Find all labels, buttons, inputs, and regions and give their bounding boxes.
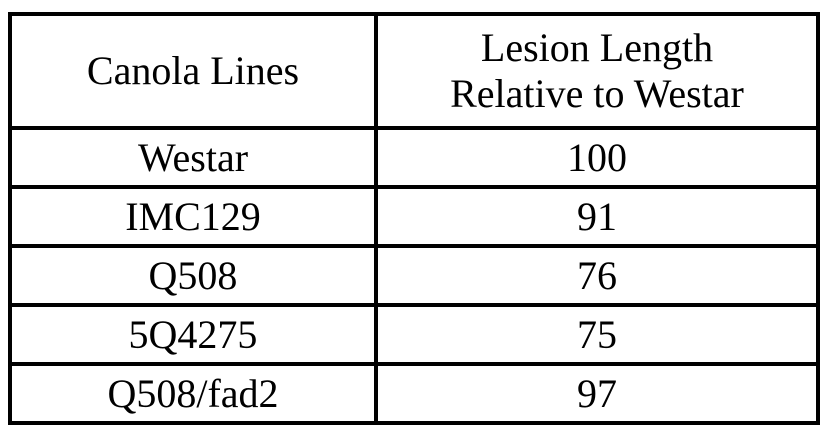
table-row: Q508 76 [10, 246, 818, 305]
header-line-1: Lesion Length [481, 25, 713, 70]
lesion-value-cell: 100 [376, 128, 818, 187]
lesion-value-cell: 76 [376, 246, 818, 305]
canola-line-cell: 5Q4275 [10, 305, 376, 364]
table-row: Westar 100 [10, 128, 818, 187]
header-row: Canola Lines Lesion Length Relative to W… [10, 14, 818, 128]
lesion-value-cell: 91 [376, 187, 818, 246]
canola-line-cell: Westar [10, 128, 376, 187]
canola-line-cell: IMC129 [10, 187, 376, 246]
table-row: IMC129 91 [10, 187, 818, 246]
canola-line-cell: Q508/fad2 [10, 364, 376, 423]
lesion-value-cell: 75 [376, 305, 818, 364]
lesion-length-table: Canola Lines Lesion Length Relative to W… [8, 12, 820, 425]
lesion-value-cell: 97 [376, 364, 818, 423]
header-lesion-length: Lesion Length Relative to Westar [376, 14, 818, 128]
table-row: 5Q4275 75 [10, 305, 818, 364]
table-row: Q508/fad2 97 [10, 364, 818, 423]
canola-line-cell: Q508 [10, 246, 376, 305]
header-line-2: Relative to Westar [450, 71, 744, 116]
header-canola-lines: Canola Lines [10, 14, 376, 128]
